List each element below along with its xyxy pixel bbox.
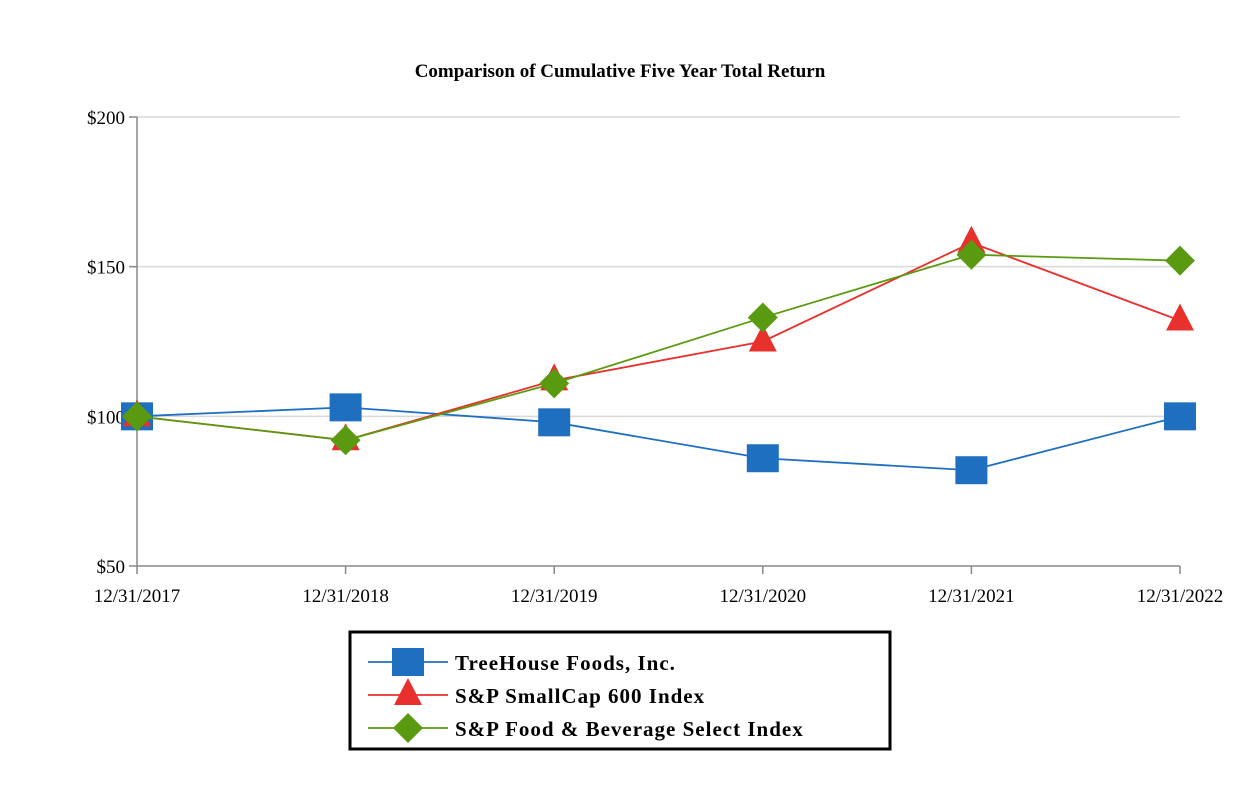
y-tick-label: $50 [97,557,126,578]
series-diamond [122,239,1195,456]
diamond-marker [539,368,570,399]
series-line [136,253,1181,442]
square-marker [329,393,362,422]
diamond-marker [393,713,423,743]
x-tick-label: 12/31/2021 [928,586,1015,607]
chart-title: Comparison of Cumulative Five Year Total… [415,61,826,82]
x-tick-label: 12/31/2017 [94,586,181,607]
diamond-marker [747,302,778,333]
x-tick-label: 12/31/2022 [1137,586,1224,607]
square-marker [746,444,779,473]
triangle-marker [394,678,422,705]
series-line [136,406,1181,472]
legend-label: S&P SmallCap 600 Index [455,684,705,708]
legend-label: TreeHouse Foods, Inc. [455,651,676,675]
x-tick-label: 12/31/2018 [302,586,389,607]
legend: TreeHouse Foods, Inc. S&P SmallCap 600 In… [348,630,892,751]
square-marker [392,648,424,676]
triangle-marker [1166,303,1194,331]
triangle-marker [748,324,777,352]
x-tick-label: 12/31/2019 [511,586,598,607]
square-marker [538,408,571,437]
square-marker [955,456,988,485]
diamond-marker [1165,245,1195,276]
legend-box [348,630,892,751]
y-tick-label: $200 [87,108,125,129]
y-tick-label: $100 [87,407,125,428]
diamond-marker [122,401,152,432]
square-marker [1164,402,1196,431]
triangle-marker [957,225,986,253]
legend-label: S&P Food & Beverage Select Index [455,717,804,741]
diamond-marker [956,239,987,270]
series-line [136,241,1181,442]
y-tick-label: $150 [87,258,125,279]
x-tick-label: 12/31/2020 [720,586,807,607]
series-square [121,393,1196,485]
diamond-marker [330,425,361,456]
